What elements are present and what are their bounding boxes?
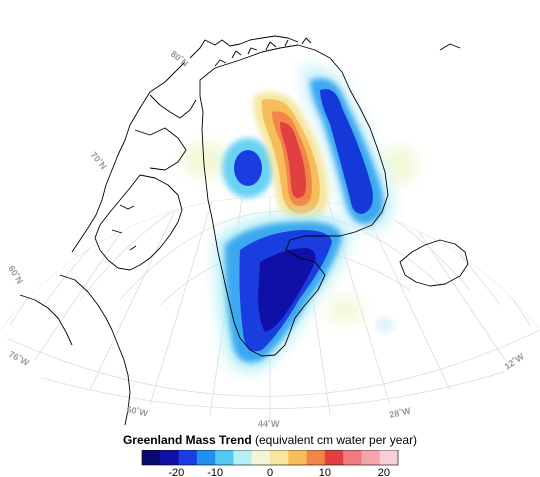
color-swatch [142, 450, 161, 465]
color-swatch [196, 450, 216, 465]
color-swatch [233, 450, 253, 465]
color-scale: -20 -10 0 10 20 [141, 450, 399, 477]
lon-label-76w: 76˚W [7, 349, 31, 368]
lon-label-60w: 60˚W [126, 404, 150, 418]
mass-trend-field [183, 66, 418, 372]
color-scale-swatches [142, 450, 399, 465]
lon-label-28w: 28˚W [388, 406, 412, 420]
color-scale-tick-label: -20 [168, 467, 184, 477]
color-scale-border [141, 450, 399, 466]
coastlines [19, 35, 469, 426]
lat-label-80n: 80˚N [169, 49, 191, 69]
color-swatch [215, 450, 234, 465]
color-swatch [379, 450, 399, 465]
color-swatch [361, 450, 381, 465]
color-swatch [306, 450, 326, 465]
lat-label-70n: 70˚N [88, 150, 108, 171]
color-scale-ticks: -20 -10 0 10 20 [168, 467, 390, 477]
lat-label-60n: 60˚N [6, 264, 25, 286]
legend-title: Greenland Mass Trend (equivalent cm wate… [0, 433, 540, 447]
color-swatch [251, 450, 271, 465]
color-swatch [160, 450, 180, 465]
color-swatch [288, 450, 308, 465]
color-scale-tick-label: 0 [267, 467, 273, 477]
color-scale-tick-label: 10 [319, 467, 331, 477]
lon-label-44w: 44˚W [258, 419, 280, 429]
lon-label-12w: 12˚W [503, 351, 527, 372]
legend-title-main: Greenland Mass Trend [122, 433, 252, 447]
legend-title-units: (equivalent cm water per year) [251, 433, 418, 447]
map-canvas: 80˚N 70˚N 60˚N 76˚W 60˚W 44˚W 28˚W 12˚W [0, 35, 540, 429]
color-swatch [324, 450, 344, 465]
color-scale-tick-label: -10 [207, 467, 223, 477]
color-swatch [270, 450, 289, 465]
color-scale-tick-label: 20 [378, 467, 390, 477]
color-swatch [178, 450, 198, 465]
color-swatch [343, 450, 362, 465]
